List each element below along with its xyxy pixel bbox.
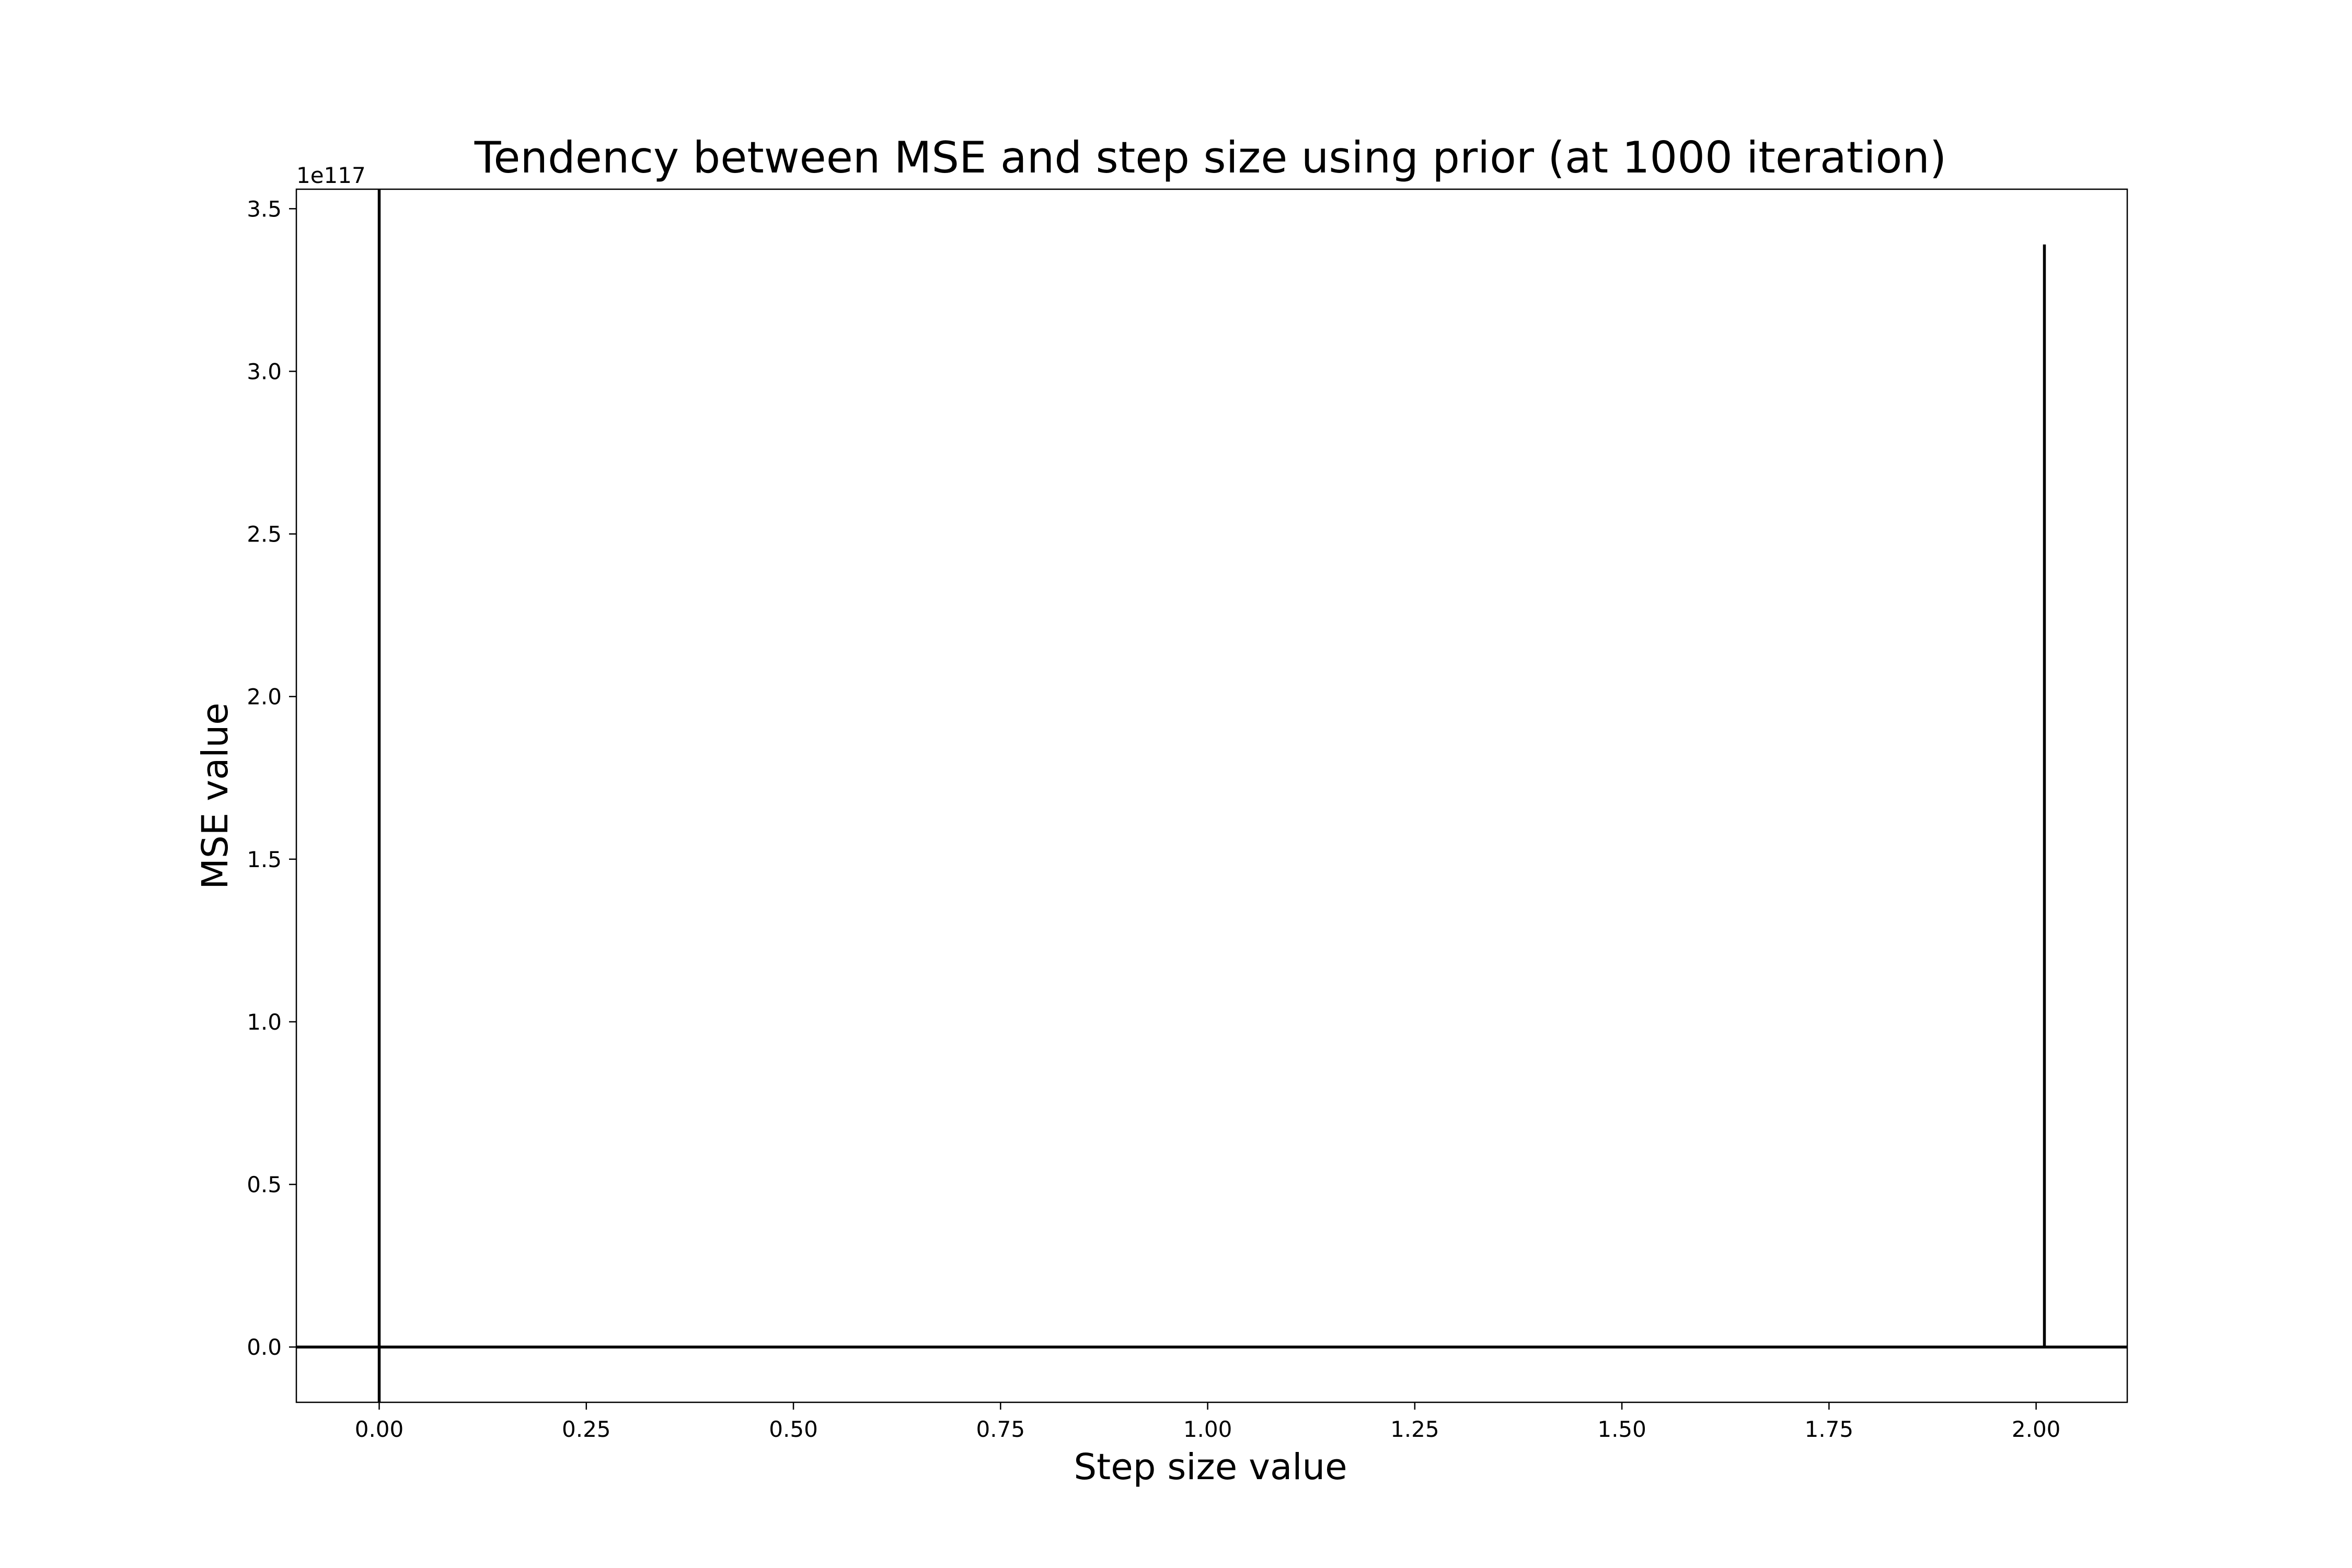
- y-tick-label: 0.0: [247, 1334, 282, 1360]
- x-tick-label: 0.50: [769, 1416, 818, 1442]
- y-axis: 0.0 0.5 1.0 1.5 2.0 2.5 3.0 3.5: [247, 196, 296, 1360]
- y-tick-label: 3.5: [247, 196, 282, 222]
- x-axis: 0.00 0.25 0.50 0.75 1.00 1.25 1.50 1.75 2.00: [355, 1402, 2061, 1442]
- x-tick-label: 1.25: [1390, 1416, 1439, 1442]
- y-tick-label: 1.0: [247, 1009, 282, 1035]
- x-tick-label: 1.50: [1597, 1416, 1646, 1442]
- x-axis-label: Step size value: [1074, 1446, 1347, 1488]
- y-tick-label: 1.5: [247, 847, 282, 872]
- y-tick-label: 2.5: [247, 522, 282, 547]
- axes-frame: [295, 188, 2128, 1403]
- y-tick-label: 2.0: [247, 684, 282, 710]
- series-group: [296, 189, 2127, 1402]
- y-tick-label: 0.5: [247, 1172, 282, 1197]
- x-tick-label: 1.75: [1805, 1416, 1854, 1442]
- x-tick-label: 0.25: [562, 1416, 611, 1442]
- y-offset-label: 1e117: [296, 163, 366, 188]
- chart-title: Tendency between MSE and step size using…: [474, 132, 1947, 183]
- x-tick-label: 2.00: [2012, 1416, 2061, 1442]
- x-tick-label: 0.00: [355, 1416, 404, 1442]
- x-tick-label: 0.75: [976, 1416, 1025, 1442]
- x-tick-label: 1.00: [1183, 1416, 1232, 1442]
- plot-area: [295, 188, 2128, 1403]
- y-axis-label: MSE value: [194, 702, 236, 889]
- y-tick-label: 3.0: [247, 359, 282, 384]
